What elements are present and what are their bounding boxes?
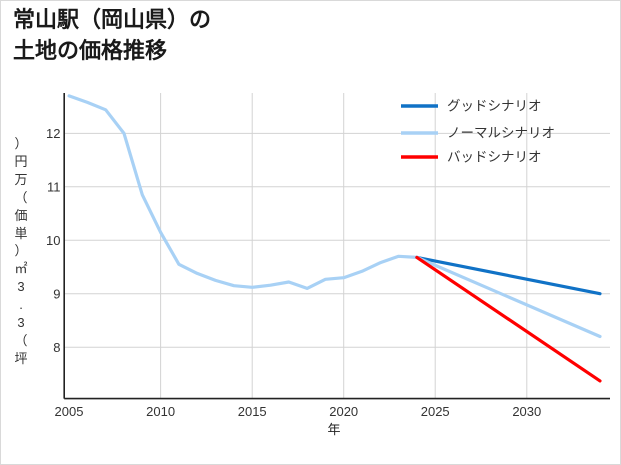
svg-text:2015: 2015 (238, 404, 267, 419)
svg-text:2020: 2020 (329, 404, 358, 419)
svg-text:2005: 2005 (55, 404, 84, 419)
svg-text:2025: 2025 (421, 404, 450, 419)
svg-text:8: 8 (53, 340, 60, 355)
svg-text:ノーマルシナリオ: ノーマルシナリオ (447, 126, 555, 141)
svg-text:12: 12 (46, 126, 60, 141)
svg-text:2010: 2010 (146, 404, 175, 419)
svg-text:グッドシナリオ: グッドシナリオ (447, 99, 542, 114)
svg-text:バッドシナリオ: バッドシナリオ (447, 150, 542, 165)
svg-text:年: 年 (327, 422, 340, 437)
svg-text:10: 10 (46, 233, 60, 248)
svg-text:11: 11 (47, 180, 61, 195)
svg-text:9: 9 (53, 287, 60, 302)
svg-text:2030: 2030 (512, 404, 541, 419)
